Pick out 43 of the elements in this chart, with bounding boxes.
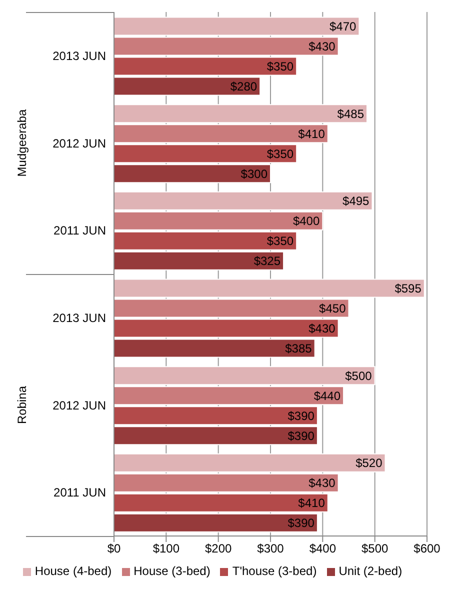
data-label: $440 xyxy=(314,388,341,403)
data-label: $390 xyxy=(288,408,315,423)
data-label: $390 xyxy=(288,516,315,530)
data-label: $450 xyxy=(319,301,346,316)
data-label: $350 xyxy=(266,146,294,161)
legend-label: T'house (3-bed) xyxy=(232,564,317,578)
x-tick-label: $600 xyxy=(414,542,441,556)
x-tick-label: $100 xyxy=(152,542,180,556)
data-label: $280 xyxy=(230,79,258,94)
y-tick-label: 2013 JUN xyxy=(52,48,106,63)
legend-label: House (4-bed) xyxy=(34,564,112,578)
data-label: $485 xyxy=(337,106,364,121)
data-label: $300 xyxy=(240,166,268,181)
data-label: $350 xyxy=(266,59,294,74)
data-label: $325 xyxy=(254,254,281,268)
data-label: $350 xyxy=(266,234,294,248)
x-tick-label: $300 xyxy=(257,542,284,556)
y-tick-label: 2012 JUN xyxy=(52,398,106,412)
data-label: $400 xyxy=(292,214,320,228)
data-label: $430 xyxy=(308,39,336,54)
data-label: $410 xyxy=(298,126,326,141)
data-label: $470 xyxy=(329,19,356,34)
data-label: $430 xyxy=(308,321,336,336)
text: Mudgeeraba xyxy=(15,109,29,177)
data-label: $430 xyxy=(308,476,336,490)
data-label: $390 xyxy=(288,428,315,443)
data-label: $520 xyxy=(356,456,383,470)
data-label: $495 xyxy=(342,194,370,208)
y-tick-label: 2012 JUN xyxy=(52,136,106,150)
x-tick-label: $400 xyxy=(309,542,336,556)
y-tick-label: 2013 JUN xyxy=(52,310,106,325)
data-label: $595 xyxy=(394,281,422,296)
legend-label: House (3-bed) xyxy=(134,564,210,578)
text: Robina xyxy=(15,386,29,424)
legend-label: Unit (2-bed) xyxy=(338,564,402,578)
y-tick-label: 2011 JUN xyxy=(54,486,106,500)
data-label: $500 xyxy=(345,368,372,383)
x-tick-label: $500 xyxy=(361,542,389,556)
x-tick-label: $0 xyxy=(107,542,121,556)
data-label: $385 xyxy=(285,341,312,356)
x-tick-label: $200 xyxy=(204,542,232,556)
data-label: $410 xyxy=(298,496,326,510)
y-tick-label: 2011 JUN xyxy=(54,224,106,238)
